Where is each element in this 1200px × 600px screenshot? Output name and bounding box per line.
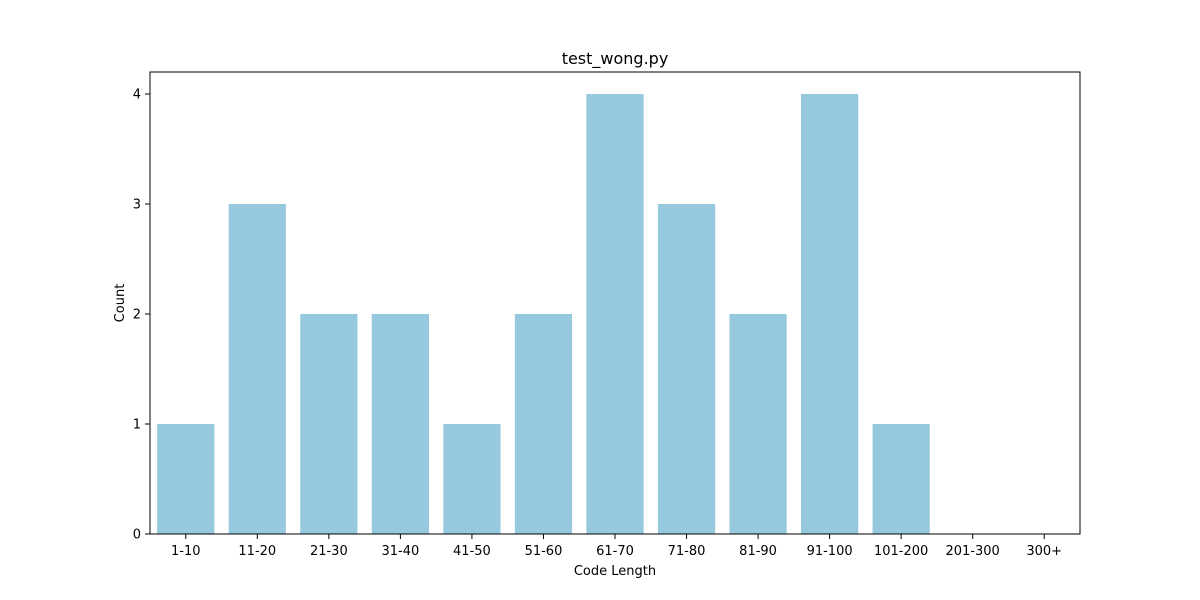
- x-tick-label: 51-60: [525, 544, 563, 559]
- x-tick-label: 1-10: [171, 544, 201, 559]
- bar-51-60: [514, 314, 573, 534]
- bar-1-10: [157, 424, 215, 534]
- y-ticks-group: 0 1 2 3 4: [133, 88, 150, 543]
- bar-61-70: [586, 94, 644, 534]
- x-tick-label: 71-80: [668, 544, 706, 559]
- x-tick-label: 41-50: [453, 544, 491, 559]
- bar-21-30: [300, 314, 358, 534]
- x-tick-label: 91-100: [807, 544, 853, 559]
- bar-81-90: [729, 314, 787, 534]
- bar-91-100: [801, 94, 859, 534]
- x-tick-label: 21-30: [310, 544, 348, 559]
- y-tick-label: 4: [133, 88, 141, 103]
- chart-title: test_wong.py: [562, 49, 669, 69]
- x-tick-label: 11-20: [238, 544, 276, 559]
- x-tick-label: 300+: [1026, 544, 1062, 559]
- y-tick-label: 0: [133, 528, 141, 543]
- x-tick-label: 201-300: [946, 544, 1000, 559]
- bar-11-20: [228, 204, 286, 534]
- bar-41-50: [443, 424, 501, 534]
- bar-31-40: [371, 314, 429, 534]
- bar-71-80: [657, 204, 716, 534]
- y-tick-label: 2: [133, 308, 141, 323]
- bars-group: [157, 94, 930, 534]
- x-ticks-group: 1-10 11-20 21-30 31-40 41-50 51-60 61-70 71-80 8…: [171, 534, 1062, 559]
- x-axis-label: Code Length: [574, 564, 656, 579]
- y-tick-label: 3: [133, 198, 141, 213]
- x-tick-label: 101-200: [874, 544, 928, 559]
- x-tick-label: 61-70: [596, 544, 634, 559]
- x-tick-label: 31-40: [381, 544, 419, 559]
- y-tick-label: 1: [133, 418, 141, 433]
- x-tick-label: 81-90: [739, 544, 777, 559]
- bar-101-200: [872, 424, 930, 534]
- y-axis-label: Count: [113, 284, 128, 323]
- plot-frame: [149, 71, 1081, 535]
